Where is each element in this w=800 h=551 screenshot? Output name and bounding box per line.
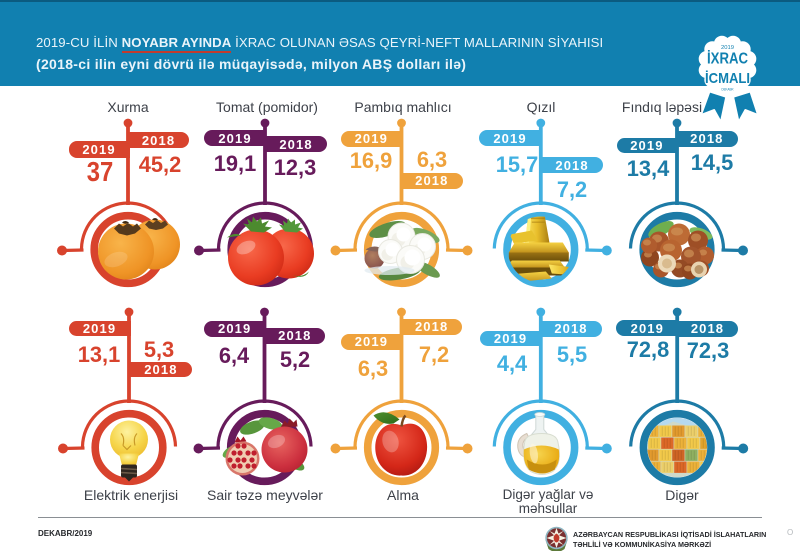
svg-text:DEKABR: DEKABR: [722, 87, 734, 92]
svg-text:İXRAC: İXRAC: [707, 50, 748, 68]
svg-text:2019: 2019: [721, 45, 734, 51]
svg-text:İCMALI: İCMALI: [705, 70, 750, 87]
